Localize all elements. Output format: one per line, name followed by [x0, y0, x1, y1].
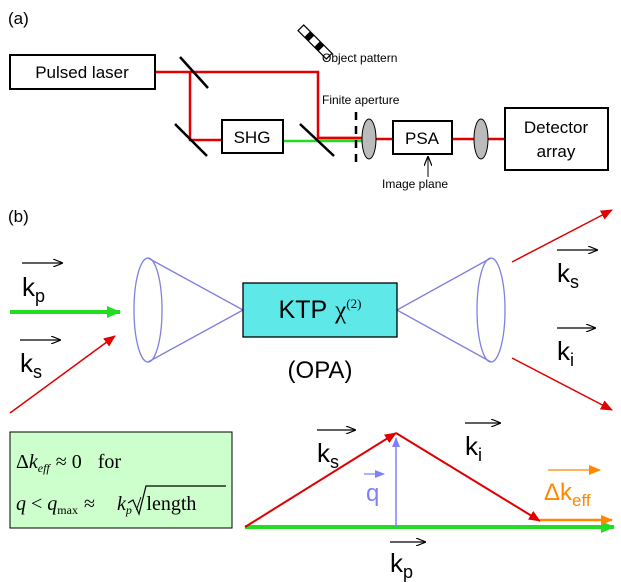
shape: ks: [317, 438, 339, 472]
text-part: ≈ 0: [56, 451, 82, 473]
text-part: q: [47, 493, 57, 515]
shape: kp: [390, 548, 413, 582]
object-pattern-label: Object pattern: [322, 51, 397, 65]
psa-label: PSA: [405, 129, 440, 148]
detector-label: Detector: [524, 118, 589, 137]
shape: [477, 258, 505, 362]
signal-out-beam: [512, 210, 612, 262]
text-part: q: [366, 480, 379, 507]
text-part: k: [465, 431, 479, 461]
image-plane-label: Image plane: [382, 177, 448, 191]
shg-label: SHG: [234, 128, 271, 147]
text-part: s: [330, 452, 339, 472]
text-part: / length: [136, 493, 197, 515]
text-part: χ: [334, 297, 346, 324]
text-part: <: [31, 493, 42, 515]
text-part: (2): [346, 296, 361, 311]
text-part: s: [570, 272, 579, 292]
lens: [474, 119, 488, 159]
text-part: Δk: [544, 479, 573, 506]
panel-label: (a): [8, 9, 29, 28]
text-part: max: [57, 503, 78, 517]
panel-label: (b): [8, 207, 29, 226]
text-part: eff: [572, 491, 591, 510]
text-part: s: [33, 362, 42, 382]
shape: [134, 258, 162, 362]
vector-label: ks: [317, 430, 355, 472]
shape: ki: [465, 431, 482, 465]
shape: ks: [557, 258, 579, 292]
lens: [362, 119, 376, 159]
vector-label: ks: [557, 250, 597, 292]
vector-label: Δkeff: [544, 470, 600, 510]
diagram: (a) Object pattern Finite aperture Pulse…: [0, 0, 621, 582]
text-part: k: [390, 548, 404, 578]
text-part: k: [557, 336, 571, 366]
text-part: i: [478, 445, 482, 465]
vector-label: kp: [22, 263, 62, 306]
text-part: k: [557, 258, 571, 288]
detector-label: array: [537, 142, 576, 161]
text-part: for: [98, 451, 122, 473]
text-part: ≈: [84, 493, 95, 515]
vector-label: q: [364, 474, 384, 507]
vector-label: kp: [390, 542, 425, 582]
finite-aperture-label: Finite aperture: [322, 93, 400, 107]
text-part: k: [20, 348, 34, 378]
vector-label: ki: [465, 423, 500, 465]
text-part: Δ: [16, 451, 29, 473]
shape: Δkeff: [544, 479, 591, 510]
text-part: k: [317, 438, 331, 468]
text-part: p: [403, 562, 413, 582]
text-part: p: [35, 286, 45, 306]
text-part: i: [570, 350, 574, 370]
text-part: q: [16, 493, 26, 515]
text-part: KTP: [279, 296, 328, 324]
laser-label: Pulsed laser: [35, 63, 129, 82]
text-part: k: [22, 272, 36, 302]
text-part: eff: [38, 461, 52, 475]
shape: ks: [20, 348, 42, 382]
opa-label: (OPA): [288, 357, 353, 384]
shape: kp: [22, 272, 45, 306]
shape: ki: [557, 336, 574, 370]
vector-label: ks: [20, 340, 60, 382]
vector-label: ki: [557, 328, 595, 370]
text-part: p: [125, 503, 132, 517]
shape: [190, 72, 222, 140]
